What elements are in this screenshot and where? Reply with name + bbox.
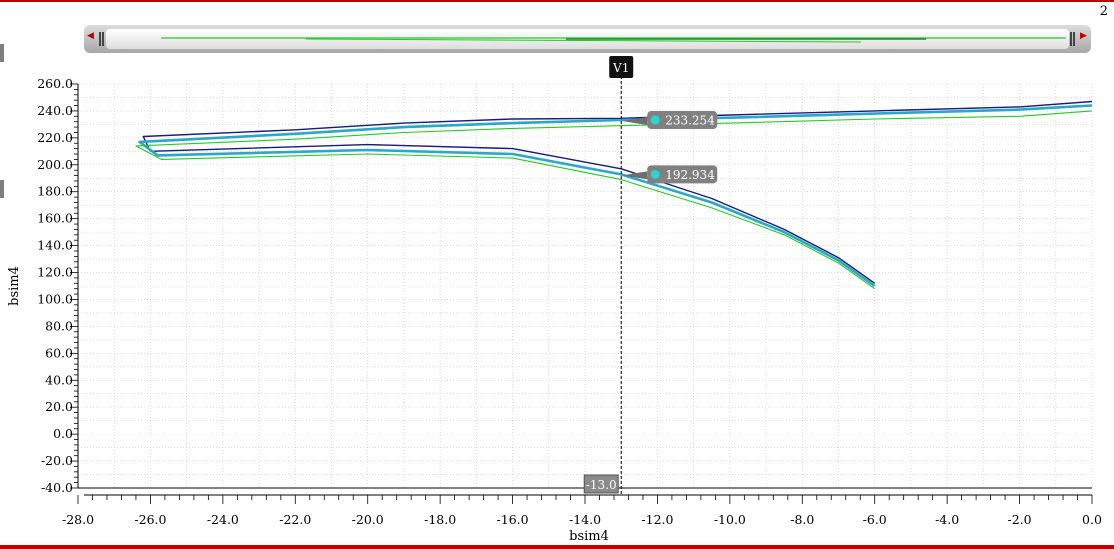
x-tick-label: -18.0 (424, 512, 456, 527)
readout-value: 192.934 (665, 168, 715, 182)
series-line (142, 100, 1093, 284)
y-tick-label: 80.0 (45, 318, 73, 333)
y-tick-label: -20.0 (41, 453, 73, 468)
x-tick-label: -6.0 (863, 512, 887, 527)
scroll-left-grip-icon[interactable] (99, 32, 104, 46)
y-tick-label: 0.0 (53, 426, 73, 441)
x-tick-label: -26.0 (134, 512, 166, 527)
readout-box (647, 111, 718, 130)
y-tick-label: 60.0 (45, 345, 73, 360)
x-tick-label: -4.0 (935, 512, 959, 527)
y-tick-label: 20.0 (45, 399, 73, 414)
y-tick-label: 100.0 (37, 291, 73, 306)
y-tick-label: 200.0 (37, 157, 73, 172)
series-line (138, 104, 1093, 288)
grid-lines (77, 83, 1093, 489)
x-tick-label: -10.0 (714, 512, 746, 527)
scroll-right-grip-icon[interactable] (1070, 32, 1075, 46)
x-tick-label: -28.0 (62, 512, 94, 527)
y-tick-label: 40.0 (45, 372, 73, 387)
marker-x-readout-box (583, 474, 619, 494)
x-tick-label: -14.0 (569, 512, 601, 527)
axes (77, 84, 1092, 496)
left-panel-handle[interactable] (0, 180, 4, 198)
tick-marks: -28.0 -26.0 -24.0 -22.0 -20.0 -18.0 -16.0 -14.0… (37, 76, 1102, 527)
y-tick-label: 140.0 (37, 238, 73, 253)
x-tick-label: -24.0 (207, 512, 239, 527)
scroll-left-arrow-icon[interactable]: ◀ (87, 31, 94, 41)
y-tick-label: -40.0 (41, 480, 73, 495)
x-tick-label: -2.0 (1008, 512, 1032, 527)
overview-waveform (161, 37, 1066, 43)
readout-value: 233.254 (665, 114, 715, 128)
marker-x-readout: -13.0 (586, 478, 617, 492)
overview-track[interactable] (106, 29, 1069, 49)
y-axis-label: bsim4 (7, 266, 22, 306)
series-lines (135, 100, 1093, 290)
x-tick-label: -16.0 (497, 512, 529, 527)
x-tick-label: -22.0 (279, 512, 311, 527)
x-tick-label: 0.0 (1082, 512, 1102, 527)
y-tick-label: 260.0 (37, 76, 73, 91)
x-tick-label: -20.0 (352, 512, 384, 527)
series-line (135, 110, 1093, 290)
window-bottom-border (0, 545, 1114, 549)
marker-flag[interactable] (609, 56, 634, 78)
readout-dot-icon (650, 169, 660, 179)
x-tick-label: -8.0 (790, 512, 814, 527)
scroll-right-arrow-icon[interactable]: ▶ (1080, 31, 1087, 41)
x-axis-label: bsim4 (569, 529, 609, 544)
vertical-marker: V1 -13.0 233.254 192.934 (583, 56, 718, 496)
marker-name: V1 (612, 61, 629, 75)
left-panel-handle[interactable] (0, 44, 4, 62)
readout-pointer (622, 171, 648, 180)
readout-dot-icon (650, 115, 660, 125)
y-tick-label: 240.0 (37, 103, 73, 118)
y-tick-label: 120.0 (37, 265, 73, 280)
readout-pointer (622, 117, 648, 126)
y-tick-label: 220.0 (37, 130, 73, 145)
window-top-border (0, 0, 1114, 2)
page-number: 2 (1099, 4, 1108, 19)
readout-box (647, 165, 718, 184)
overview-scrollbar[interactable]: ◀ ▶ (84, 25, 1091, 53)
y-tick-label: 180.0 (37, 184, 73, 199)
y-tick-label: 160.0 (37, 211, 73, 226)
x-tick-label: -12.0 (641, 512, 673, 527)
